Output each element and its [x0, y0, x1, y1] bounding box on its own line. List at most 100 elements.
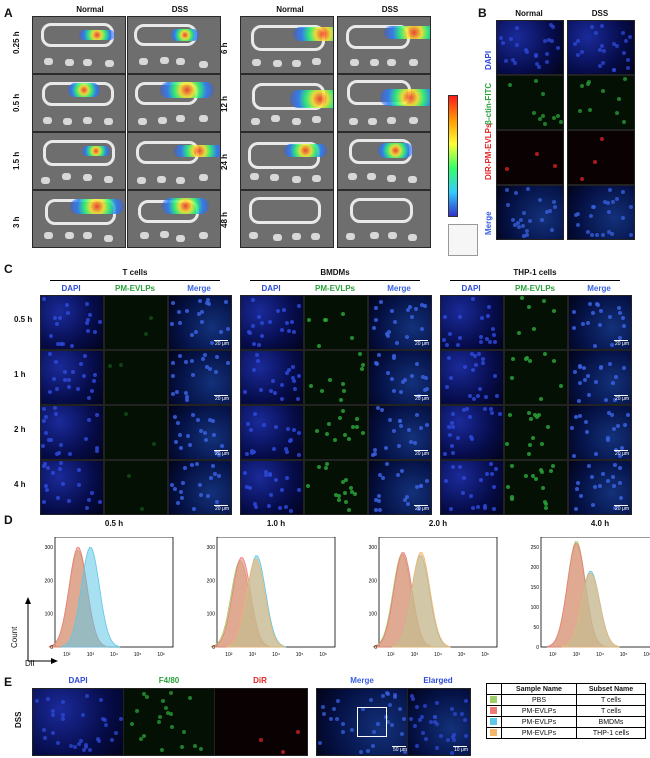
fluorescence-signal — [380, 89, 430, 107]
fluorescence-signal — [81, 145, 110, 157]
stain-dot — [612, 68, 617, 73]
cell-dot — [470, 506, 475, 511]
cell-dot — [341, 389, 346, 394]
cell-dot — [447, 355, 452, 360]
organ-shape — [176, 57, 186, 65]
panel-e-label: E — [4, 675, 13, 689]
cell-dot — [295, 397, 300, 402]
stain-dot — [534, 53, 539, 58]
stain-dot — [295, 729, 300, 734]
stain-dot — [509, 37, 514, 42]
organ-shape — [63, 117, 73, 125]
organ-shape — [104, 59, 114, 67]
stain-dot — [505, 187, 510, 192]
cell-dot — [341, 312, 346, 317]
cell-dot — [614, 447, 619, 452]
cell-dot — [225, 361, 230, 366]
cell-dot — [416, 507, 421, 512]
cell-dot — [90, 389, 95, 394]
cell-dot — [489, 471, 494, 476]
organ-shape — [159, 57, 169, 65]
cell-dot — [574, 506, 579, 511]
scale-bar-line — [392, 746, 406, 747]
tissue-fluorescence-image — [496, 20, 564, 75]
cell-dot — [251, 368, 256, 373]
cell-dot — [374, 508, 379, 513]
cell-dot — [319, 388, 324, 393]
cell-dot — [97, 499, 102, 504]
stain-dot — [592, 159, 597, 164]
organ-shape — [104, 118, 114, 126]
cell-dot — [492, 374, 497, 379]
cell-dot — [444, 478, 449, 483]
stain-dot — [438, 734, 443, 739]
stain-dot — [452, 738, 457, 743]
cell-dot — [323, 465, 328, 470]
panel-d-y-axis-label: Count — [10, 626, 19, 648]
ivis-image — [240, 132, 334, 190]
cell-dot — [85, 329, 90, 334]
cell-dot — [260, 333, 265, 338]
cell-dot — [473, 353, 478, 358]
cell-dot — [379, 300, 384, 304]
y-tick-label: 0 — [374, 645, 377, 651]
cell-dot — [582, 365, 587, 370]
cell-dot — [272, 390, 277, 395]
cell-dot — [41, 296, 46, 301]
organ-shape — [272, 59, 282, 67]
cell-dot — [58, 341, 63, 346]
cell-dot — [267, 319, 272, 324]
cell-dot — [268, 388, 273, 393]
cell-dot — [606, 438, 611, 443]
cell-dot — [372, 452, 377, 457]
stain-dot — [451, 734, 456, 739]
cell-dot — [97, 319, 102, 324]
panel-c-group-header: THP-1 cells — [513, 268, 557, 277]
cell-dot — [526, 304, 531, 309]
cell-dot — [243, 390, 248, 395]
cell-dot — [404, 335, 409, 340]
cell-dot — [543, 501, 548, 506]
cell-dot — [510, 356, 515, 361]
cell-dot — [55, 322, 60, 327]
cell-dot — [210, 340, 215, 345]
cell-dot — [178, 446, 183, 451]
organ-shape — [103, 234, 113, 242]
legend-subset-name: BMDMs — [576, 716, 646, 728]
panel-e-channel-header: DiR — [253, 676, 267, 685]
colon-outline — [248, 196, 321, 225]
cell-dot — [77, 482, 82, 487]
organ-shape — [82, 231, 92, 239]
stain-dot — [556, 113, 561, 118]
fluorescence-signal — [67, 82, 100, 98]
cell-fluorescence-image — [240, 405, 304, 460]
legend-table: Sample Name Subset Name PBS T cells PM-EVL… — [486, 683, 646, 739]
ivis-image — [32, 190, 126, 248]
cell-dot — [66, 385, 71, 390]
organ-shape — [199, 115, 209, 123]
cell-dot — [181, 480, 186, 485]
cell-dot — [211, 419, 216, 424]
organ-shape — [368, 117, 378, 125]
cell-dot — [41, 499, 46, 504]
cell-dot — [472, 397, 477, 402]
cell-dot — [406, 307, 411, 312]
cell-dot — [200, 319, 205, 324]
cell-dot — [376, 498, 381, 503]
cell-dot — [415, 484, 420, 489]
stain-dot — [318, 741, 323, 746]
stain-dot — [371, 744, 376, 749]
organ-shape — [369, 58, 379, 66]
cell-dot — [183, 359, 188, 364]
stain-dot — [369, 697, 374, 702]
stain-dot — [550, 227, 555, 232]
cell-dot — [170, 391, 175, 396]
cell-dot — [257, 315, 262, 320]
cell-dot — [622, 422, 627, 427]
histogram-plot: 0 100 200 300 10² 10³ 10⁴ 10⁵ 10⁶ — [207, 537, 336, 658]
cell-dot — [414, 362, 419, 367]
cell-fluorescence-image — [440, 295, 504, 350]
fluorescence-signal — [159, 81, 215, 98]
cell-dot — [84, 320, 89, 325]
y-tick-label: 0 — [212, 645, 215, 651]
